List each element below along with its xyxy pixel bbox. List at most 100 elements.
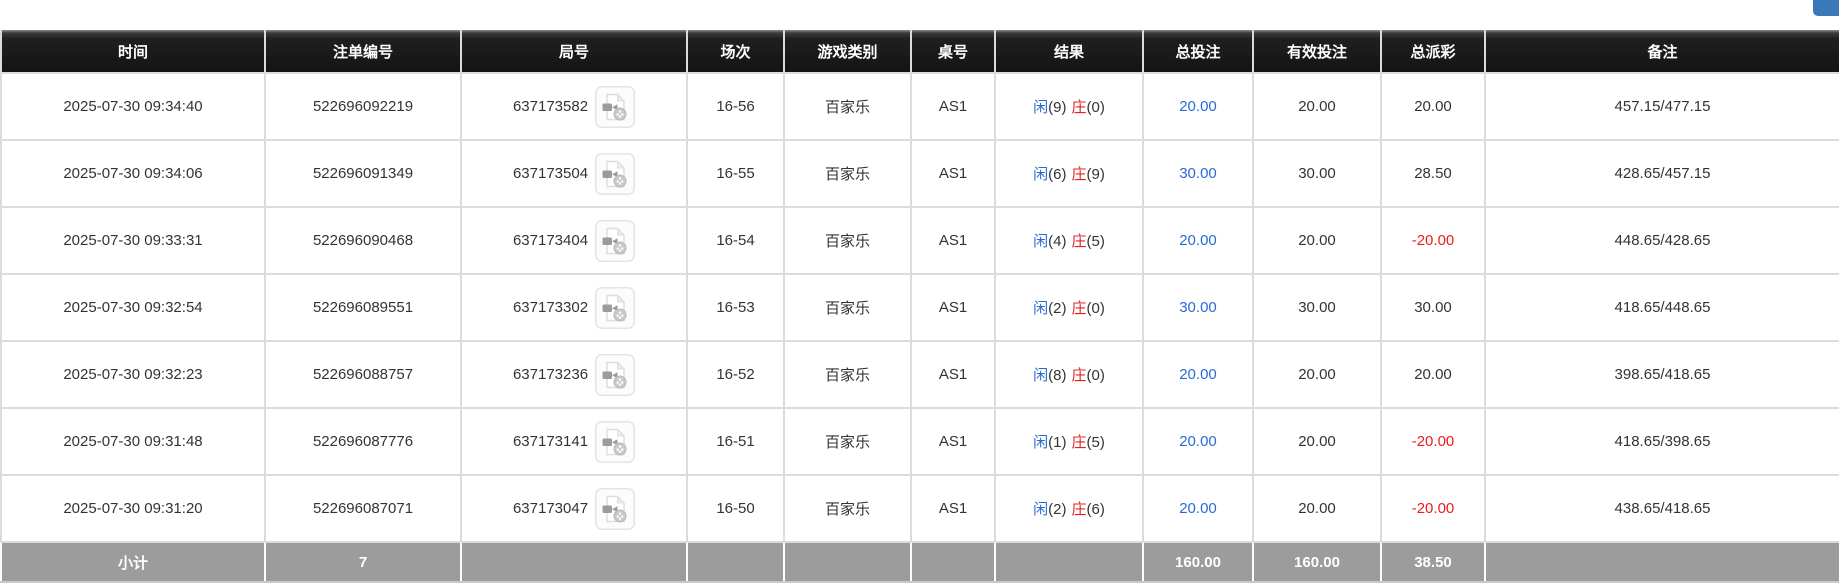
- table-row: 2025-07-30 09:31:20 522696087071 6371730…: [0, 474, 1839, 543]
- result-cell: 闲(4) 庄(5): [994, 206, 1144, 275]
- payout-value: -20.00: [1411, 500, 1455, 517]
- total-bet-cell: 30.00: [1142, 273, 1254, 342]
- video-replay-icon: [595, 219, 636, 262]
- bet-id-cell: 522696092219: [264, 72, 462, 141]
- game-type-cell: 百家乐: [783, 206, 912, 275]
- player-result: 闲(1): [1033, 434, 1067, 451]
- table-row: 2025-07-30 09:34:06 522696091349 6371735…: [0, 139, 1839, 208]
- banker-result: 庄(0): [1071, 99, 1105, 116]
- video-replay-button[interactable]: [595, 353, 636, 396]
- video-replay-button[interactable]: [595, 85, 636, 128]
- valid-bet-cell: 20.00: [1252, 407, 1382, 476]
- round-cell: 637173302: [460, 273, 688, 342]
- game-type-cell: 百家乐: [783, 407, 912, 476]
- table-no-cell: AS1: [910, 340, 996, 409]
- col-header-session: 场次: [686, 30, 785, 74]
- video-replay-button[interactable]: [595, 219, 636, 262]
- round-cell: 637173504: [460, 139, 688, 208]
- time-cell: 2025-07-30 09:33:31: [0, 206, 266, 275]
- cropped-blue-corner-button[interactable]: [1813, 0, 1839, 16]
- round-cell: 637173141: [460, 407, 688, 476]
- summary-empty-cell: [783, 541, 912, 583]
- round-id: 637173302: [512, 299, 589, 316]
- remark-cell: 438.65/418.65: [1484, 474, 1839, 543]
- table-row: 2025-07-30 09:32:23 522696088757 6371732…: [0, 340, 1839, 409]
- result-cell: 闲(2) 庄(0): [994, 273, 1144, 342]
- video-replay-icon: [595, 152, 636, 195]
- summary-empty-cell: [686, 541, 785, 583]
- valid-bet-cell: 30.00: [1252, 139, 1382, 208]
- video-replay-icon: [595, 353, 636, 396]
- summary-count: 7: [264, 541, 462, 583]
- player-result: 闲(6): [1033, 166, 1067, 183]
- time-cell: 2025-07-30 09:32:23: [0, 340, 266, 409]
- game-type-cell: 百家乐: [783, 273, 912, 342]
- time-cell: 2025-07-30 09:32:54: [0, 273, 266, 342]
- bet-id-cell: 522696088757: [264, 340, 462, 409]
- remark-cell: 398.65/418.65: [1484, 340, 1839, 409]
- round-id: 637173047: [512, 500, 589, 517]
- round-cell: 637173047: [460, 474, 688, 543]
- remark-cell: 418.65/398.65: [1484, 407, 1839, 476]
- time-cell: 2025-07-30 09:31:48: [0, 407, 266, 476]
- col-header-table-no: 桌号: [910, 30, 996, 74]
- time-cell: 2025-07-30 09:31:20: [0, 474, 266, 543]
- round-id: 637173404: [512, 232, 589, 249]
- session-cell: 16-54: [686, 206, 785, 275]
- remark-cell: 457.15/477.15: [1484, 72, 1839, 141]
- summary-empty-cell: [460, 541, 688, 583]
- remark-cell: 418.65/448.65: [1484, 273, 1839, 342]
- player-result: 闲(4): [1033, 233, 1067, 250]
- valid-bet-cell: 20.00: [1252, 340, 1382, 409]
- bet-id-cell: 522696091349: [264, 139, 462, 208]
- col-header-result: 结果: [994, 30, 1144, 74]
- table-row: 2025-07-30 09:32:54 522696089551 6371733…: [0, 273, 1839, 342]
- video-replay-icon: [595, 85, 636, 128]
- betting-records-table: 时间 注单编号 局号 场次 游戏类别 桌号 结果 总投注 有效投注 总派彩 备注…: [0, 30, 1839, 583]
- banker-result: 庄(5): [1071, 434, 1105, 451]
- video-replay-button[interactable]: [595, 286, 636, 329]
- summary-payout: 38.50: [1380, 541, 1486, 583]
- video-replay-icon: [595, 286, 636, 329]
- summary-empty-cell: [994, 541, 1144, 583]
- bet-id-cell: 522696089551: [264, 273, 462, 342]
- session-cell: 16-55: [686, 139, 785, 208]
- round-cell: 637173236: [460, 340, 688, 409]
- payout-cell: 28.50: [1380, 139, 1486, 208]
- payout-value: 20.00: [1414, 98, 1452, 115]
- banker-result: 庄(9): [1071, 166, 1105, 183]
- video-replay-button[interactable]: [595, 420, 636, 463]
- result-cell: 闲(8) 庄(0): [994, 340, 1144, 409]
- session-cell: 16-51: [686, 407, 785, 476]
- bet-id-cell: 522696087776: [264, 407, 462, 476]
- payout-value: -20.00: [1411, 433, 1455, 450]
- video-replay-button[interactable]: [595, 487, 636, 530]
- valid-bet-cell: 20.00: [1252, 474, 1382, 543]
- time-cell: 2025-07-30 09:34:40: [0, 72, 266, 141]
- summary-empty-cell: [910, 541, 996, 583]
- payout-cell: 30.00: [1380, 273, 1486, 342]
- table-no-cell: AS1: [910, 139, 996, 208]
- summary-row: 小计 7 160.00 160.00 38.50: [0, 541, 1839, 583]
- col-header-round-id: 局号: [460, 30, 688, 74]
- result-cell: 闲(6) 庄(9): [994, 139, 1144, 208]
- payout-value: -20.00: [1411, 232, 1455, 249]
- table-no-cell: AS1: [910, 206, 996, 275]
- game-type-cell: 百家乐: [783, 474, 912, 543]
- game-type-cell: 百家乐: [783, 72, 912, 141]
- summary-empty-cell: [1484, 541, 1839, 583]
- total-bet-cell: 20.00: [1142, 474, 1254, 543]
- payout-cell: -20.00: [1380, 407, 1486, 476]
- summary-label: 小计: [0, 541, 266, 583]
- payout-cell: 20.00: [1380, 72, 1486, 141]
- player-result: 闲(9): [1033, 99, 1067, 116]
- video-replay-button[interactable]: [595, 152, 636, 195]
- valid-bet-cell: 20.00: [1252, 72, 1382, 141]
- session-cell: 16-56: [686, 72, 785, 141]
- summary-valid-bet: 160.00: [1252, 541, 1382, 583]
- table-no-cell: AS1: [910, 474, 996, 543]
- round-id: 637173504: [512, 165, 589, 182]
- payout-value: 30.00: [1414, 299, 1452, 316]
- valid-bet-cell: 20.00: [1252, 206, 1382, 275]
- table-header-row: 时间 注单编号 局号 场次 游戏类别 桌号 结果 总投注 有效投注 总派彩 备注: [0, 30, 1839, 74]
